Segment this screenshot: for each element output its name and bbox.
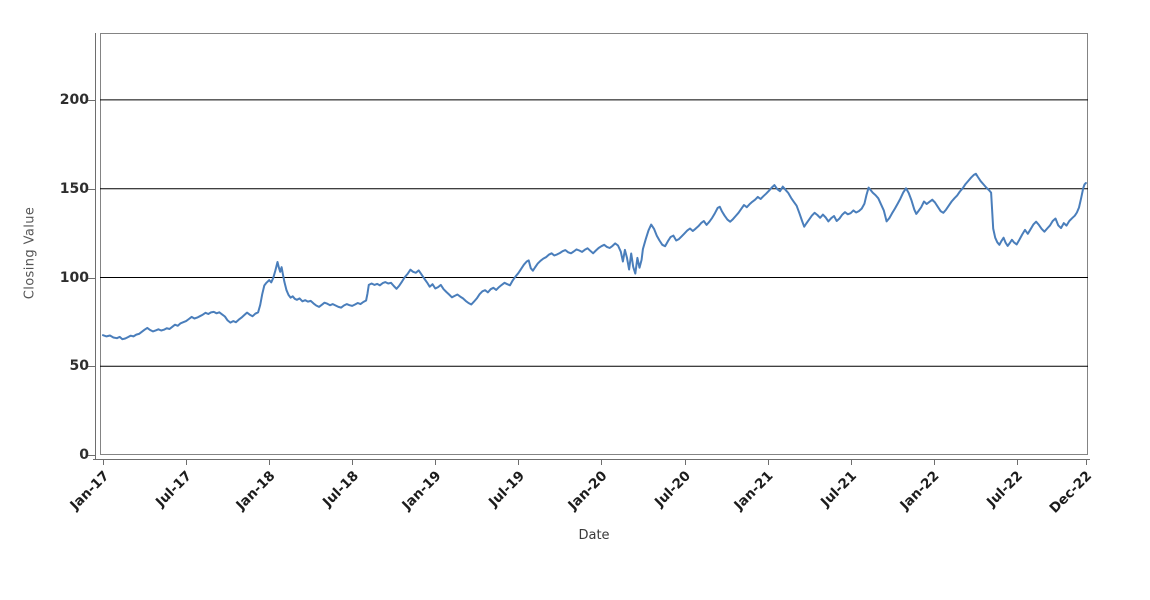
x-tick-mark-Jan-21 <box>767 459 769 465</box>
y-tick-mark-200 <box>88 99 95 101</box>
x-tick-label-Jul-19: Jul-19 <box>485 468 528 511</box>
x-axis-title: Date <box>578 528 610 543</box>
y-tick-label-50: 50 <box>69 358 89 375</box>
x-tick-label-Jul-21: Jul-21 <box>817 468 860 511</box>
y-tick-label-150: 150 <box>59 180 89 197</box>
x-tick-mark-Jan-19 <box>435 459 437 465</box>
y-axis-title: Closing Value <box>22 206 38 300</box>
x-tick-label-Jan-18: Jan-18 <box>233 468 279 514</box>
x-tick-mark-Jul-17 <box>186 459 188 465</box>
x-tick-mark-Jan-17 <box>103 459 104 465</box>
x-tick-label-Jan-19: Jan-19 <box>399 468 445 514</box>
x-tick-label-Jul-22: Jul-22 <box>983 468 1027 511</box>
x-tick-mark-Jan-22 <box>933 459 935 465</box>
x-tick-label-Jul-18: Jul-18 <box>319 468 362 511</box>
y-tick-label-100: 100 <box>59 269 89 286</box>
x-tick-mark-Jul-22 <box>1016 459 1018 465</box>
x-tick-mark-Jan-20 <box>601 459 603 465</box>
y-tick-mark-150 <box>88 188 95 190</box>
plot-area-frame <box>100 33 1088 455</box>
x-tick-label-Jan-21: Jan-21 <box>731 468 777 514</box>
x-tick-mark-Jul-19 <box>518 459 520 465</box>
x-tick-label-Dec-22: Dec-22 <box>1046 468 1096 517</box>
y-axis-line <box>95 33 96 459</box>
x-tick-mark-Jul-18 <box>352 459 354 465</box>
y-tick-mark-0 <box>88 455 95 456</box>
x-tick-mark-Dec-22 <box>1085 459 1087 465</box>
x-tick-mark-Jul-20 <box>684 459 686 465</box>
y-tick-label-200: 200 <box>59 91 89 108</box>
plot-area <box>100 99 1088 367</box>
x-axis-line <box>93 459 1090 460</box>
x-tick-label-Jan-17: Jan-17 <box>66 468 113 514</box>
x-tick-label-Jul-17: Jul-17 <box>153 468 196 511</box>
x-tick-label-Jan-20: Jan-20 <box>565 468 611 514</box>
x-tick-label-Jan-22: Jan-22 <box>897 468 943 514</box>
closing-value-series-line <box>102 172 1087 341</box>
x-tick-label-Jul-20: Jul-20 <box>651 468 694 511</box>
y-tick-label-0: 0 <box>79 447 89 463</box>
x-tick-mark-Jul-21 <box>850 459 852 465</box>
y-tick-mark-50 <box>88 366 95 368</box>
horizontal-gridlines <box>100 99 1088 367</box>
y-tick-mark-100 <box>88 277 95 279</box>
x-tick-mark-Jan-18 <box>269 459 271 465</box>
